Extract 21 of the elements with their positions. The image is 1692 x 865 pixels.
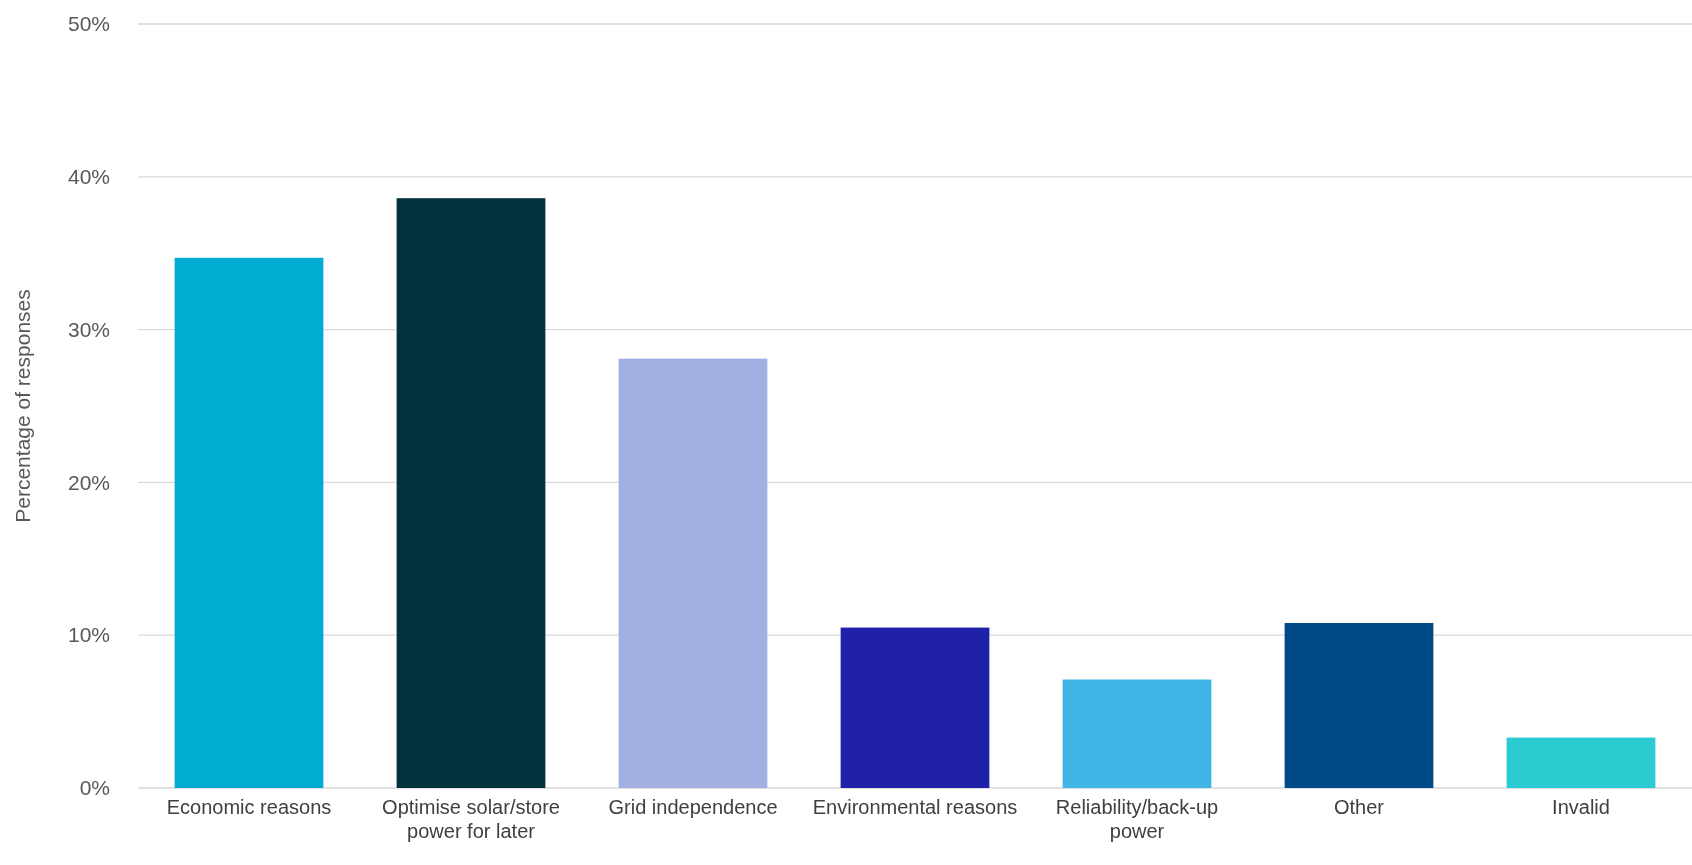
y-tick-label: 30% (67, 317, 110, 341)
y-tick-label: 50% (67, 12, 110, 36)
bar (840, 627, 990, 788)
x-tick-label: Reliability/back-up power (1055, 796, 1219, 843)
bar (1284, 622, 1434, 788)
y-tick-label: 0% (79, 776, 110, 800)
x-tick-label: Grid independence (608, 796, 778, 819)
y-tick-label: 40% (67, 165, 110, 189)
y-axis-title: Percentage of responses (11, 289, 34, 523)
bar (618, 358, 768, 788)
bar (396, 198, 546, 788)
x-tick-label: Economic reasons (166, 796, 332, 819)
x-tick-label: Invalid (1552, 796, 1610, 819)
y-tick-label: 10% (67, 623, 110, 647)
x-tick-label: Other (1333, 796, 1385, 819)
x-tick-label: Environmental reasons (812, 796, 1018, 819)
bar (1062, 679, 1212, 788)
bar (174, 257, 324, 788)
bar (1506, 737, 1656, 788)
x-tick-label: Optimise solar/store power for later (382, 796, 560, 843)
y-tick-label: 20% (67, 470, 110, 494)
